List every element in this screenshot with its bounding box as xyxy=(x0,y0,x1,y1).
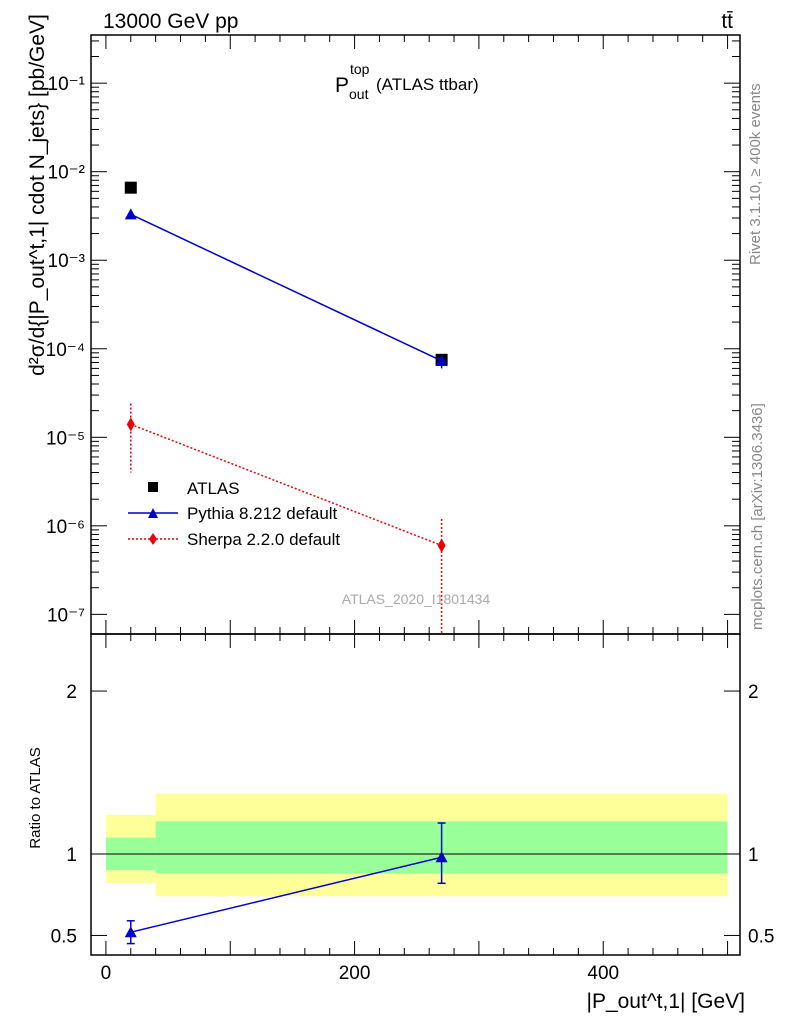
legend: ATLAS Pythia 8.212 default Sherpa 2.2.0 … xyxy=(128,479,340,549)
ratio-point-1 xyxy=(435,851,448,863)
ratio-ytick-label-right-2: 2 xyxy=(748,682,759,703)
ratio-ytick-label-right-1: 1 xyxy=(748,845,759,866)
main-ytick-label-3: 10⁻⁴ xyxy=(46,340,85,361)
xtick-label-0: 0 xyxy=(101,963,112,984)
ratio-frame xyxy=(90,633,741,956)
xtick-label-1: 200 xyxy=(339,963,371,984)
ratio-point-0 xyxy=(124,926,137,938)
series-line-1 xyxy=(130,213,442,362)
main-ylabel-text: d²σ/d{|P_out^t,1| cdot N_jets} [pb/GeV] xyxy=(26,14,49,376)
ratio-uncertainty-bands xyxy=(91,793,740,897)
legend-marker-sherpa xyxy=(149,533,157,545)
ratio-line-0 xyxy=(130,856,442,933)
xtick-label-2: 400 xyxy=(587,963,619,984)
main-ytick-label-5: 10⁻⁶ xyxy=(46,517,85,538)
data-point-sherpa-0 xyxy=(126,417,135,432)
ratio-ytick-label-left-0: 0.5 xyxy=(51,926,77,947)
legend-label-atlas: ATLAS xyxy=(187,479,240,498)
main-ylabel: d²σ/d{|P_out^t,1| cdot N_jets} [pb/GeV] xyxy=(26,14,49,376)
title-sub: out xyxy=(349,86,369,102)
data-point-atlas-0 xyxy=(124,181,137,194)
mcplots-label: mcplots.cern.ch [arXiv:1306.3436] xyxy=(749,403,766,630)
ratio-panel-content xyxy=(124,822,448,945)
main-ytick-label-1: 10⁻² xyxy=(48,163,86,184)
legend-marker-pythia xyxy=(148,508,158,518)
analysis-watermark: ATLAS_2020_I1801434 xyxy=(342,591,491,607)
data-point-sherpa-1 xyxy=(437,538,446,553)
plot-title: P top out (ATLAS ttbar) xyxy=(335,61,479,102)
main-ytick-label-0: 10⁻¹ xyxy=(48,74,86,95)
panel-frames xyxy=(90,34,741,956)
title-rest: (ATLAS ttbar) xyxy=(376,75,479,94)
ratio-ytick-label-left-1: 1 xyxy=(66,845,77,866)
ratio-ytick-label-right-0: 0.5 xyxy=(748,926,774,947)
xlabel: |P_out^t,1| [GeV] xyxy=(586,990,745,1013)
data-point-pythia-0 xyxy=(124,208,137,220)
axes-labels: 10⁻¹ 10⁻² 10⁻³ 10⁻⁴ 10⁻⁵ 10⁻⁶ 10⁻⁷ 0.5 0.5 1 1 2 2 0 2… xyxy=(46,35,774,984)
legend-marker-atlas xyxy=(148,482,158,492)
main-ytick-label-2: 10⁻³ xyxy=(48,251,86,272)
rivet-label: Rivet 3.1.10, ≥ 400k events xyxy=(747,83,764,265)
legend-label-pythia: Pythia 8.212 default xyxy=(187,504,338,523)
main-panel-content xyxy=(124,181,448,634)
series-line-2 xyxy=(130,423,442,547)
title-sup: top xyxy=(350,61,370,77)
main-ytick-label-6: 10⁻⁷ xyxy=(47,605,85,626)
title-main: P xyxy=(335,74,349,97)
legend-label-sherpa: Sherpa 2.2.0 default xyxy=(187,530,340,549)
energy-label: 13000 GeV pp xyxy=(103,10,238,33)
main-ytick-label-4: 10⁻⁵ xyxy=(46,428,85,449)
ratio-ylabel: Ratio to ATLAS xyxy=(27,747,44,848)
ratio-ytick-label-left-2: 2 xyxy=(66,682,77,703)
data-point-pythia-1 xyxy=(435,354,448,366)
process-label: tt̄ xyxy=(721,10,733,33)
